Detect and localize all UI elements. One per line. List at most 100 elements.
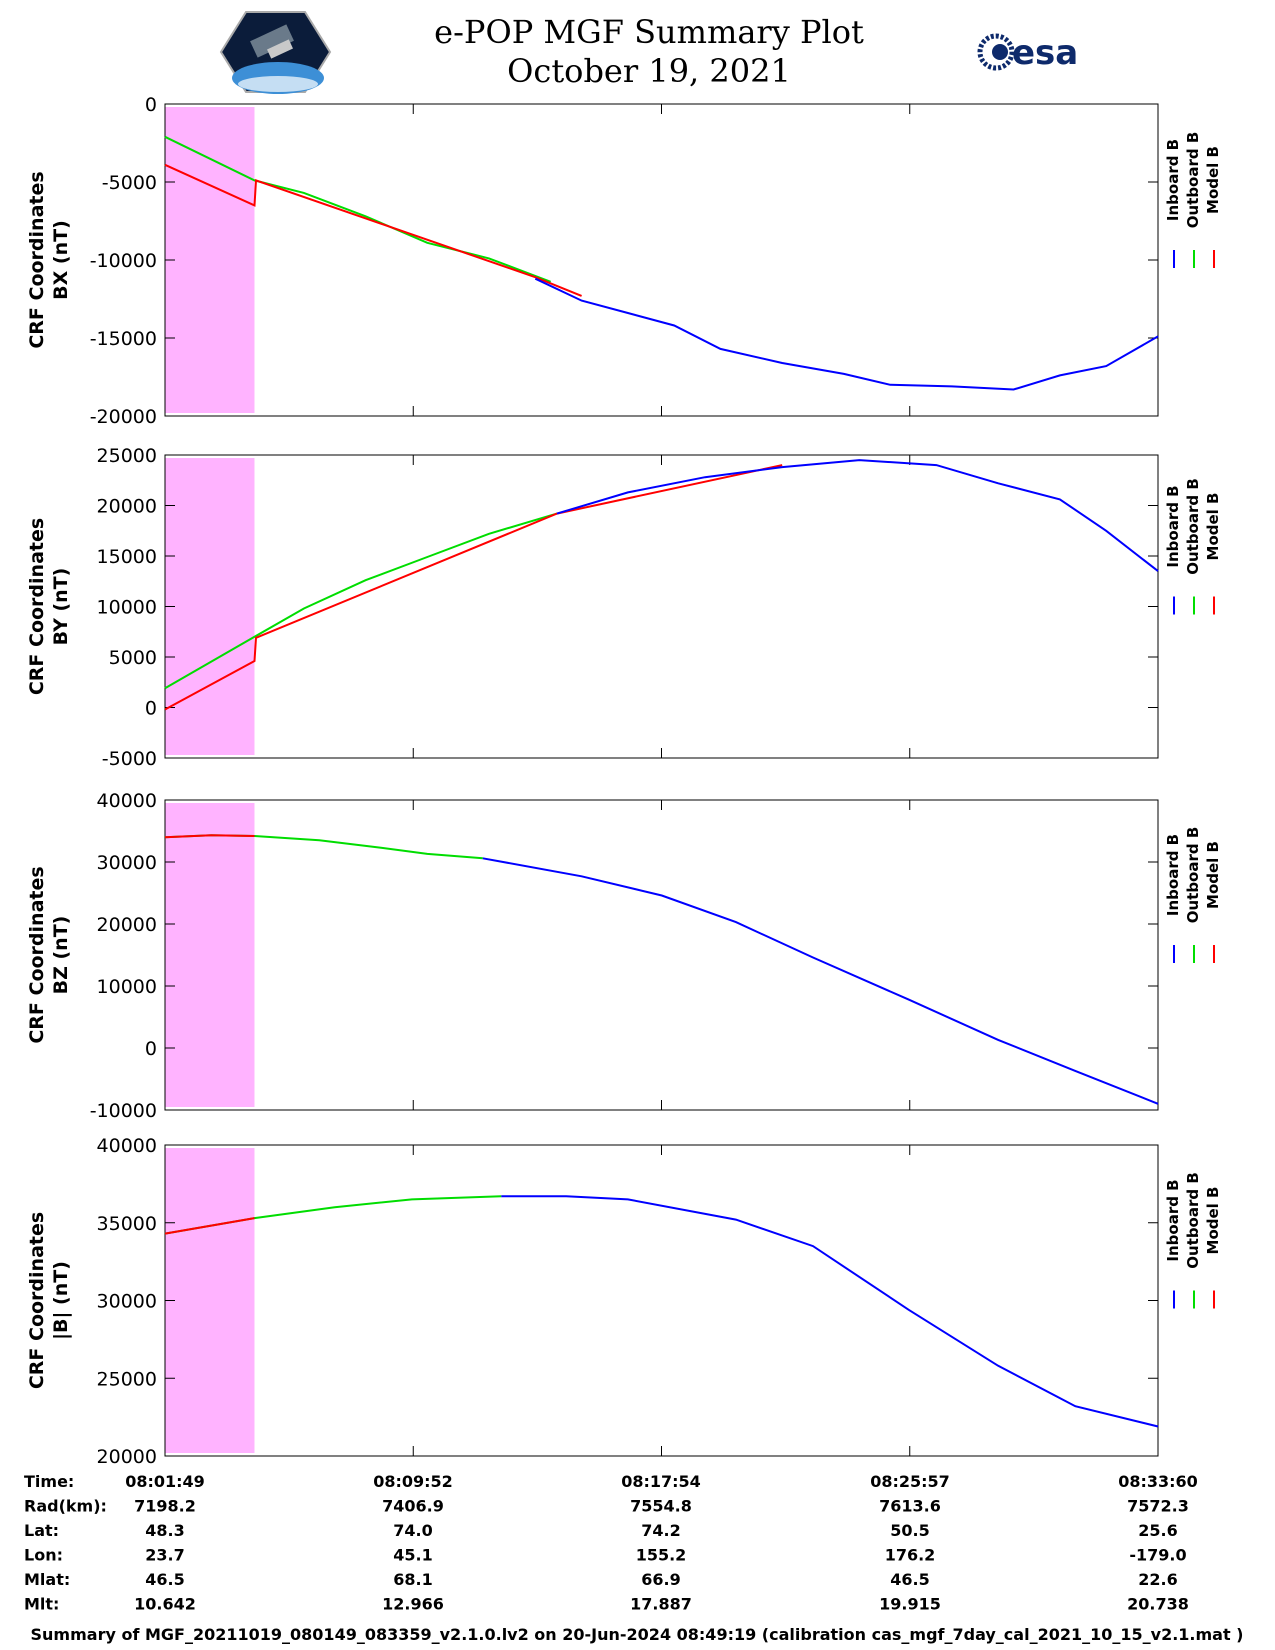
table-cell: 08:25:57 [870,1472,950,1491]
y-tick-label: 0 [145,1038,157,1060]
legend-label: Outboard B [1184,827,1202,924]
y-tick-label: -5000 [102,748,157,770]
series-line-inboard-b [534,277,1159,391]
plot-frame [164,1144,1159,1457]
data-gap-band [165,1148,255,1453]
table-cell: 08:01:49 [125,1472,205,1491]
y-tick-label: 20000 [97,496,157,518]
plot-title-line1: e-POP MGF Summary Plot [434,13,864,51]
plot-title-line2: October 19, 2021 [507,52,791,90]
y-tick-label: -10000 [90,250,157,272]
legend-label: Inboard B [1164,485,1182,567]
footer-summary: Summary of MGF_20211019_080149_083359_v2… [31,1625,1244,1644]
data-gap-band [165,107,255,413]
y-axis-label: |B| (nT) [50,1261,72,1340]
table-row-label: Lon: [24,1546,63,1565]
legend-label: Outboard B [1184,1172,1202,1269]
y-tick-label: 20000 [97,1446,157,1468]
esa-logo-text: esa [1012,33,1078,73]
table-cell: 7406.9 [382,1497,444,1516]
series-line-model-b [164,834,255,839]
y-tick-label: 10000 [97,976,157,998]
esa-logo-icon: esa [977,33,1078,73]
table-cell: 50.5 [890,1521,929,1540]
chart-panel-4: 20000 25000 30000 35000 40000 CRF Coordinates… [26,1135,1222,1468]
series-line-model-b [164,163,582,297]
y-tick-label: 25000 [97,445,157,467]
y-tick-label: 10000 [97,597,157,619]
y-tick-label: 5000 [109,647,157,669]
table-cell: 48.3 [145,1521,184,1540]
legend-label: Inboard B [1164,139,1182,221]
chart-panel-3: -10000 0 10000 20000 30000 40000 CRF Coordinat… [26,790,1222,1122]
data-gap-band [165,803,255,1107]
table-cell: 25.6 [1138,1521,1177,1540]
legend-label: Model B [1204,146,1222,214]
table-cell: 08:09:52 [373,1472,453,1491]
y-axis-label: CRF Coordinates [26,866,48,1043]
series-line-inboard-b [501,1195,1159,1428]
legend-label: Outboard B [1184,132,1202,229]
y-tick-label: 20000 [97,914,157,936]
data-gap-band [165,458,255,755]
cassiope-logo-icon [219,11,332,94]
table-row-label: Lat: [24,1521,59,1540]
series-line-outboard-b [164,512,558,690]
table-cell: 155.2 [636,1546,687,1565]
y-axis-label: CRF Coordinates [26,171,48,348]
table-cell: 74.2 [641,1521,680,1540]
plot-frame [164,799,1159,1111]
plot-frame [164,103,1159,417]
chart-panel-2: -5000 0 5000 10000 15000 20000 25000 CRF Coordi… [26,445,1222,770]
series-line-outboard-b [164,135,552,283]
legend-label: Model B [1204,841,1222,909]
table-cell: 46.5 [145,1570,184,1589]
y-tick-label: 0 [145,698,157,720]
table-cell: 12.966 [382,1595,444,1614]
table-row-label: Mlt: [24,1595,59,1614]
table-cell: 7554.8 [630,1497,692,1516]
y-tick-label: -15000 [90,328,157,350]
table-cell: 176.2 [885,1546,936,1565]
y-tick-label: -10000 [90,1100,157,1122]
series-line-model-b [164,1217,255,1235]
table-row-label: Time: [24,1472,74,1491]
y-tick-label: 40000 [97,1135,157,1157]
legend-label: Model B [1204,493,1222,561]
y-tick-label: 30000 [97,852,157,874]
series-line-inboard-b [556,459,1159,572]
table-cell: 45.1 [393,1546,432,1565]
table-cell: 68.1 [393,1570,432,1589]
y-tick-label: -20000 [90,406,157,428]
legend-label: Model B [1204,1187,1222,1255]
legend-label: Inboard B [1164,1179,1182,1261]
y-tick-label: 25000 [97,1368,157,1390]
y-axis-label: CRF Coordinates [26,518,48,695]
table-cell: 19.915 [879,1595,941,1614]
y-tick-label: 0 [145,94,157,116]
legend-label: Outboard B [1184,478,1202,575]
table-cell: 66.9 [641,1570,680,1589]
legend-label: Inboard B [1164,834,1182,916]
table-cell: 10.642 [134,1595,196,1614]
table-cell: 08:33:60 [1118,1472,1198,1491]
chart-panel-1: -20000 -15000 -10000 -5000 0 CRF Coordinates B… [26,94,1222,428]
table-row-label: Rad(km): [24,1497,107,1516]
table-cell: 7198.2 [134,1497,196,1516]
table-row-label: Mlat: [24,1570,70,1589]
table-cell: -179.0 [1129,1546,1186,1565]
y-tick-label: 30000 [97,1291,157,1313]
y-tick-label: 40000 [97,790,157,812]
table-cell: 22.6 [1138,1570,1177,1589]
plot-frame [164,454,1159,759]
table-cell: 23.7 [145,1546,184,1565]
table-cell: 46.5 [890,1570,929,1589]
table-cell: 74.0 [393,1521,432,1540]
table-cell: 17.887 [630,1595,692,1614]
y-tick-label: 15000 [97,546,157,568]
table-cell: 7572.3 [1127,1497,1189,1516]
y-tick-label: 35000 [97,1213,157,1235]
series-line-model-b [164,464,783,711]
y-axis-label: BX (nT) [50,220,72,300]
